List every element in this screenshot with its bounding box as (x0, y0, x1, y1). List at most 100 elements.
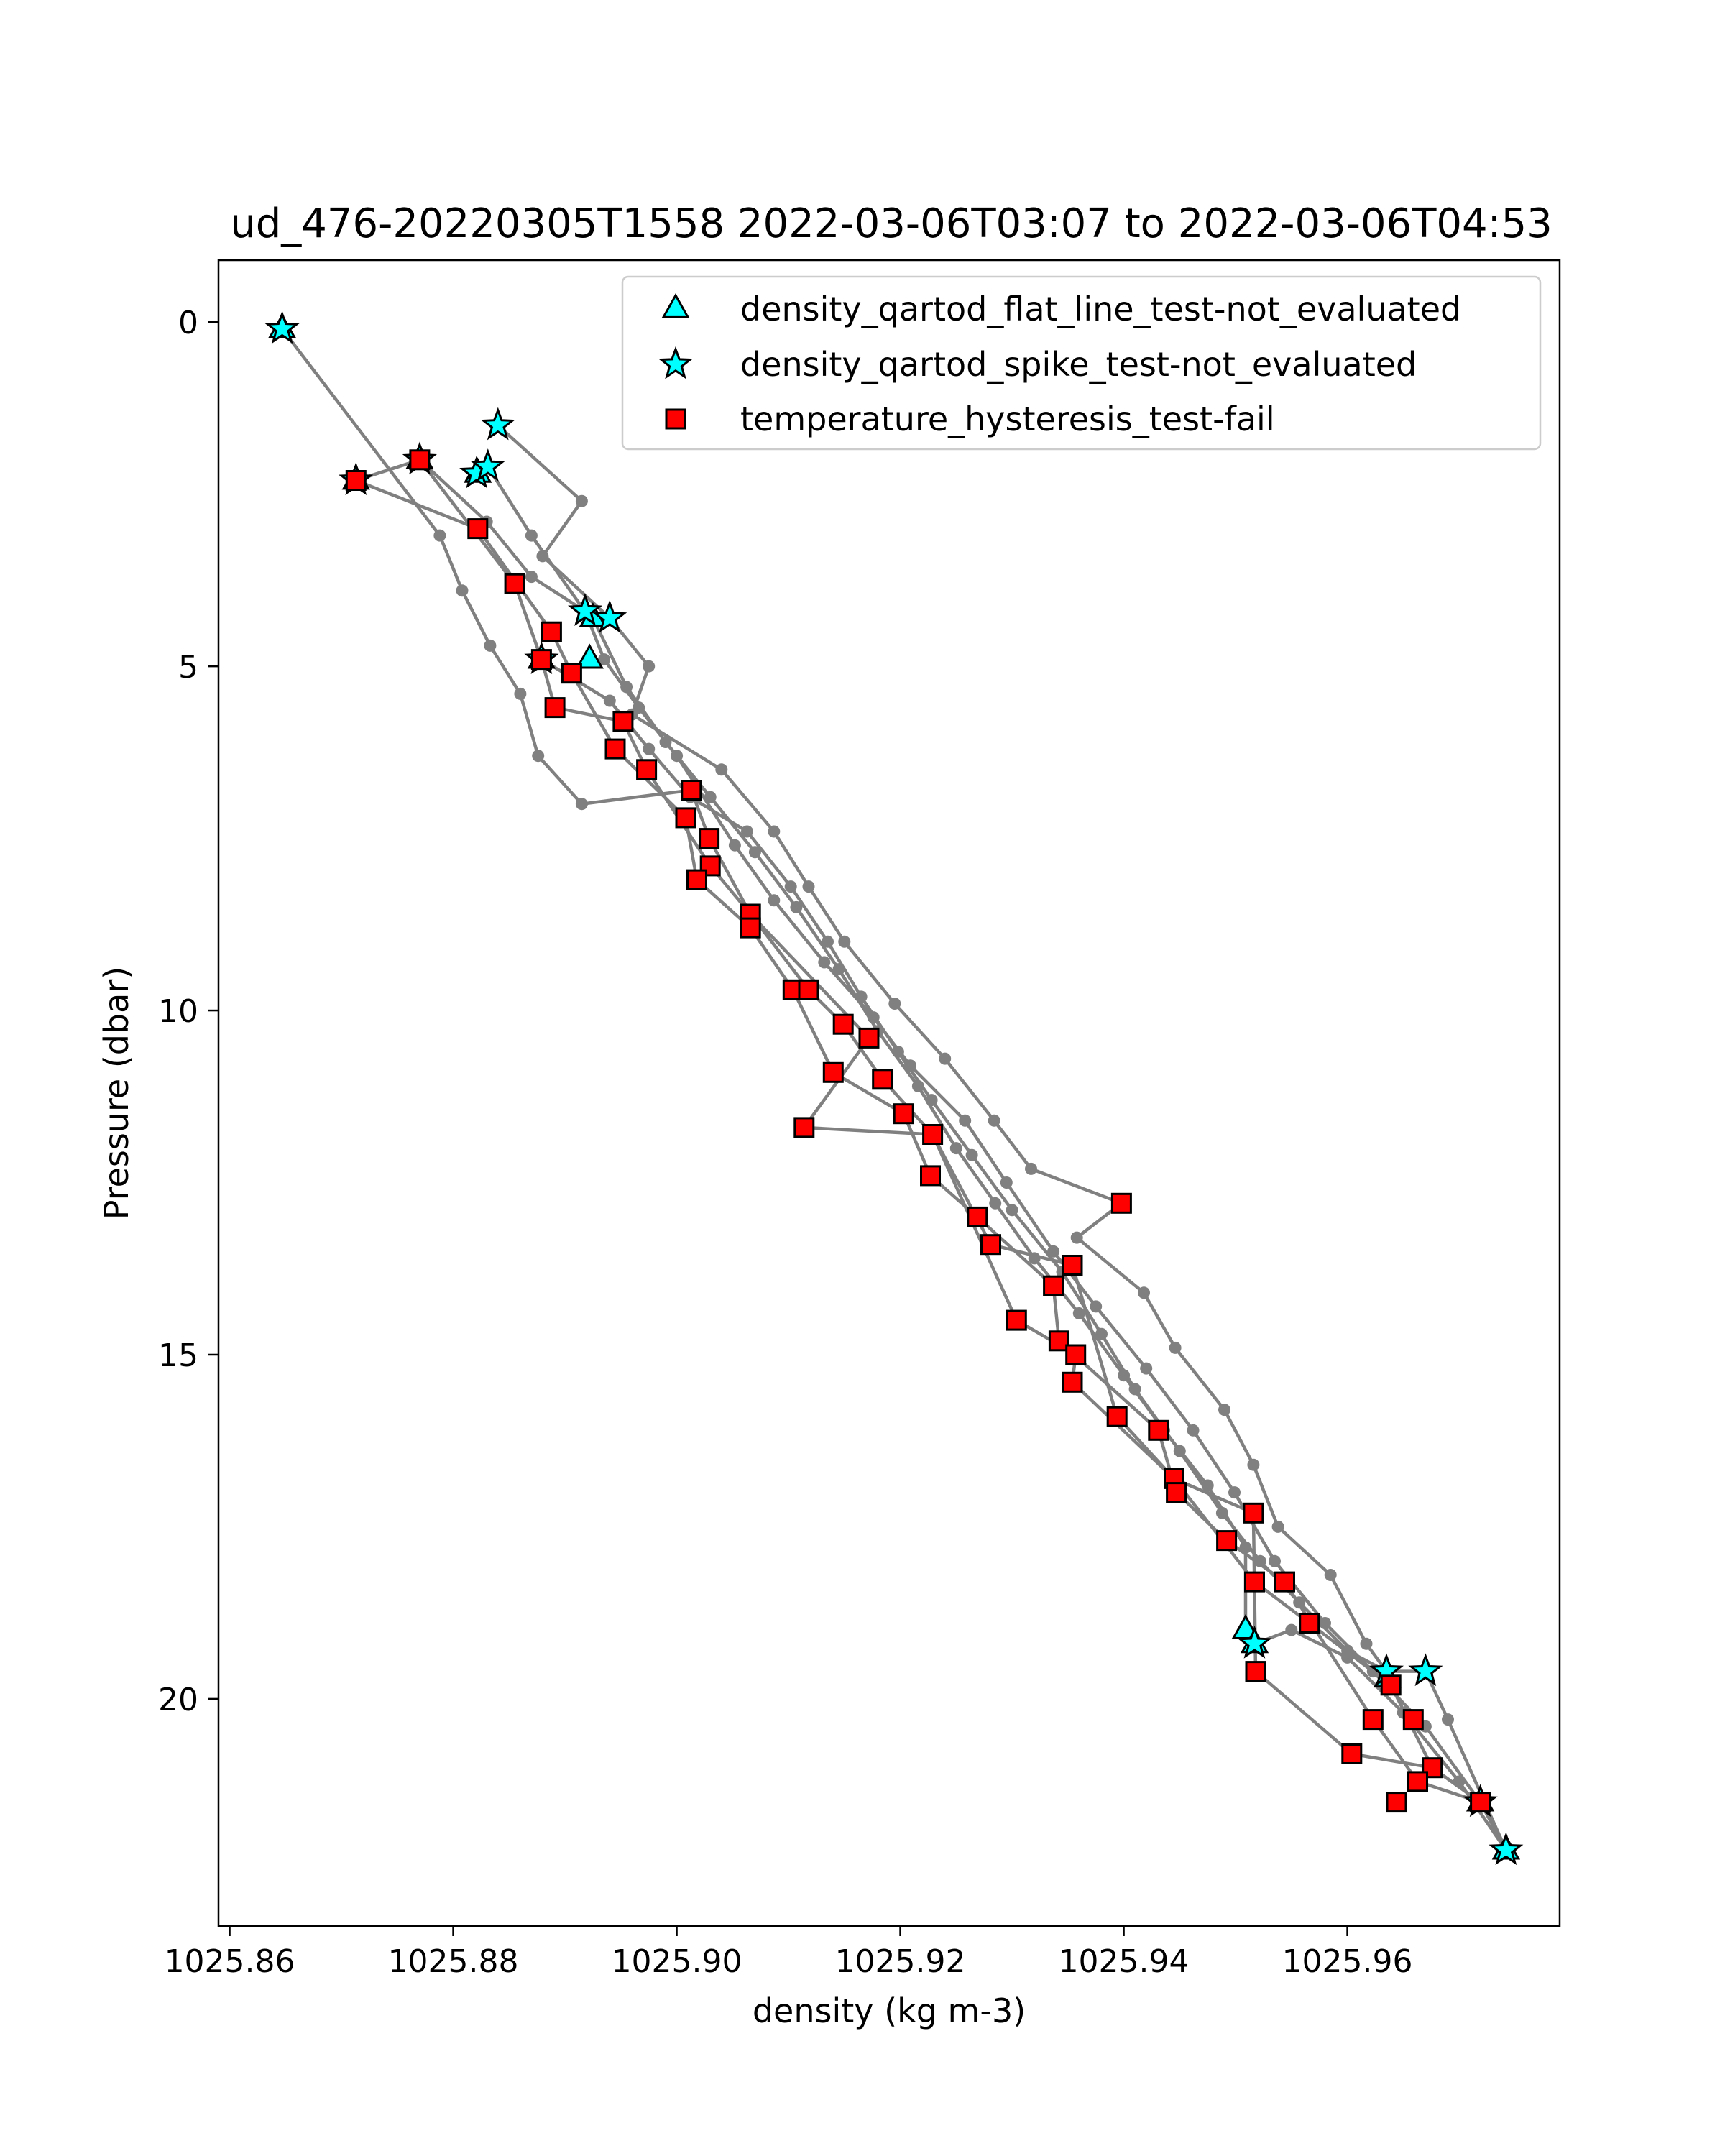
profile-point (1254, 1554, 1266, 1567)
profile-point (659, 736, 672, 748)
hysteresis-marker (893, 1103, 914, 1125)
axes-frame (217, 259, 1561, 1927)
profile-point (532, 750, 545, 763)
profile-point (949, 1142, 962, 1155)
profile-point (1072, 1307, 1085, 1319)
legend-label: density_qartod_flat_line_test-not_evalua… (740, 290, 1461, 328)
profile-point (748, 846, 761, 859)
profile-point (728, 839, 741, 852)
profile-point (1173, 1445, 1186, 1457)
hysteresis-marker (530, 649, 552, 671)
hysteresis-marker (1470, 1792, 1491, 1813)
y-tick-label: 20 (158, 1682, 198, 1718)
profile-point (1360, 1637, 1373, 1650)
profile-point (925, 1094, 938, 1107)
legend-label: density_qartod_spike_test-not_evaluated (740, 345, 1417, 384)
profile-point (1028, 1252, 1041, 1265)
profile-point (1187, 1424, 1200, 1437)
profile-point (888, 998, 901, 1010)
hysteresis-marker (1243, 1502, 1264, 1524)
hysteresis-marker (681, 780, 702, 801)
hysteresis-marker (467, 518, 489, 540)
hysteresis-marker (561, 663, 582, 684)
hysteresis-marker (1043, 1275, 1064, 1296)
hysteresis-marker (822, 1061, 844, 1083)
hysteresis-marker (604, 738, 626, 760)
hysteresis-marker (1402, 1709, 1424, 1731)
profile-point (704, 791, 717, 803)
hysteresis-marker (922, 1124, 944, 1145)
hysteresis-marker (858, 1027, 880, 1049)
hysteresis-marker (1380, 1674, 1402, 1696)
legend-label: temperature_hysteresis_test-fail (740, 400, 1275, 438)
profile-point (1442, 1713, 1454, 1726)
profile-point (1025, 1162, 1037, 1175)
hysteresis-marker (1341, 1743, 1363, 1764)
y-tick-label: 10 (158, 993, 198, 1030)
profile-point (525, 571, 538, 584)
hysteresis-marker (1166, 1482, 1187, 1503)
profile-point (988, 1114, 1000, 1127)
profile-point (939, 1052, 952, 1065)
hysteresis-marker (1006, 1309, 1027, 1331)
profile-point (1140, 1362, 1153, 1375)
y-axis: 0 5 10 15 20 (158, 305, 218, 1718)
spike-marker (470, 448, 505, 482)
spike-marker (1489, 1832, 1524, 1866)
legend-box (621, 275, 1542, 451)
profile-point (525, 529, 538, 542)
x-axis-label: density (kg m-3) (753, 1991, 1026, 2030)
hysteresis-marker (1299, 1613, 1320, 1634)
profile-point (855, 990, 868, 1003)
profile-point (1006, 1204, 1018, 1217)
spike-marker (592, 599, 627, 633)
profile-point (1341, 1644, 1354, 1657)
hysteresis-marker (832, 1013, 854, 1035)
hysteresis-marker (504, 573, 525, 594)
hysteresis-marker (686, 869, 707, 890)
hysteresis-marker (980, 1234, 1001, 1256)
hysteresis-marker (1386, 1792, 1407, 1813)
hysteresis-marker (1362, 1709, 1384, 1731)
hysteresis-marker (798, 979, 819, 1000)
hysteresis-marker (1274, 1571, 1295, 1593)
profile-point (838, 935, 851, 948)
x-tick-label: 1025.88 (388, 1943, 519, 1980)
profile-point (1247, 1458, 1260, 1471)
spike-marker (264, 310, 300, 344)
profile-point (1169, 1341, 1182, 1354)
profile-point (818, 956, 831, 969)
profile-point (741, 825, 753, 838)
hysteresis-marker (699, 828, 720, 849)
y-tick-label: 0 (178, 305, 198, 341)
hysteresis-marker (920, 1165, 941, 1187)
hysteresis-marker (675, 807, 696, 829)
profile-point (1138, 1286, 1150, 1299)
profile-point (514, 687, 527, 700)
hysteresis-marker (1245, 1661, 1266, 1682)
profile-point (1293, 1596, 1306, 1609)
profile-point (575, 494, 588, 507)
hysteresis-marker (345, 470, 367, 491)
profile-point (603, 694, 616, 707)
legend-entries: density_qartod_flat_line_test-not_evalua… (658, 290, 1461, 438)
profile-point (484, 639, 497, 652)
chart-title: ud_476-20220305T1558 2022-03-06T03:07 to… (230, 201, 1552, 247)
flat-line-marker (575, 643, 604, 669)
profile-point (598, 653, 610, 666)
profile-point (822, 935, 834, 948)
legend-flat-line-marker (661, 292, 690, 318)
hysteresis-marker (1148, 1419, 1169, 1441)
hysteresis-marker (1065, 1344, 1087, 1365)
hysteresis-marker (1048, 1330, 1070, 1352)
profile-point (965, 1148, 978, 1161)
x-tick-label: 1025.94 (1059, 1943, 1190, 1980)
profile-point (802, 880, 815, 893)
profile-point (790, 900, 803, 913)
hysteresis-marker (409, 449, 431, 471)
profile-point (784, 880, 797, 893)
profile-point (715, 763, 728, 776)
x-tick-label: 1025.96 (1282, 1943, 1413, 1980)
spike-marker (1408, 1653, 1443, 1687)
hysteresis-marker (636, 759, 658, 780)
